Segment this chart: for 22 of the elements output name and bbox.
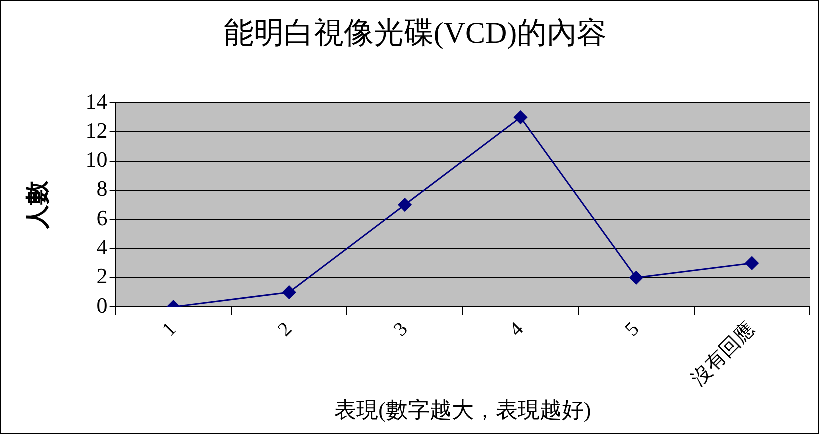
y-axis-title: 人數: [26, 180, 52, 230]
y-tick-label: 12: [86, 118, 108, 143]
point: [514, 110, 528, 124]
point: [745, 256, 759, 270]
x-tick-label: 4: [505, 318, 528, 341]
y-tick-label: 4: [96, 234, 108, 260]
y-tick-label: 8: [96, 176, 108, 202]
x-tick-label: 3: [390, 318, 412, 341]
point: [282, 286, 296, 300]
x-tick-label: 2: [274, 318, 297, 341]
x-tick-label: 1: [158, 318, 181, 341]
chart-title: 能明白視像光碟(VCD)的內容: [224, 16, 608, 50]
x-tick-label: 5: [621, 318, 644, 341]
y-tick-label: 0: [96, 292, 108, 318]
y-tick-label: 14: [86, 88, 108, 114]
point: [630, 271, 644, 285]
x-axis-title: 表現(數字越大，表現越好): [334, 398, 592, 423]
y-tick-label: 10: [86, 147, 108, 172]
y-tick-label: 2: [96, 264, 108, 289]
y-tick-label: 6: [96, 205, 108, 230]
point: [398, 198, 412, 212]
x-tick-label: 沒有回應: [687, 318, 760, 390]
